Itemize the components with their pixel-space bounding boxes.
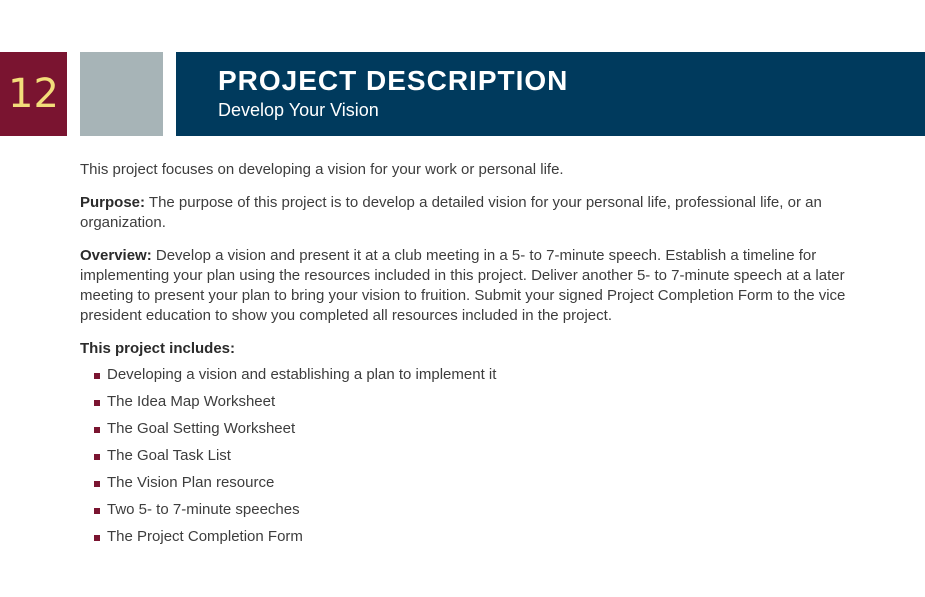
- list-item: Developing a vision and establishing a p…: [94, 365, 860, 392]
- includes-heading: This project includes:: [80, 340, 236, 357]
- bullet-square-icon: [94, 481, 100, 487]
- list-item-text: The Vision Plan resource: [107, 474, 275, 491]
- bullet-square-icon: [94, 427, 100, 433]
- intro-paragraph: This project focuses on developing a vis…: [80, 161, 564, 178]
- page-title: PROJECT DESCRIPTION: [218, 65, 569, 96]
- list-item: The Idea Map Worksheet: [94, 392, 860, 419]
- overview-label: Overview:: [80, 247, 152, 264]
- purpose-label: Purpose:: [80, 194, 146, 211]
- list-item-text: Developing a vision and establishing a p…: [107, 366, 497, 383]
- list-item: The Goal Task List: [94, 446, 860, 473]
- bullet-square-icon: [94, 535, 100, 541]
- bullet-square-icon: [94, 454, 100, 460]
- list-item: Two 5- to 7-minute speeches: [94, 500, 860, 527]
- overview-text: Develop a vision and present it at a clu…: [80, 247, 846, 324]
- bullet-square-icon: [94, 508, 100, 514]
- bullet-square-icon: [94, 373, 100, 379]
- decorative-gray-block: [80, 52, 163, 136]
- list-item: The Vision Plan resource: [94, 473, 860, 500]
- list-item: The Goal Setting Worksheet: [94, 419, 860, 446]
- title-banner: PROJECT DESCRIPTION Develop Your Vision: [176, 52, 925, 136]
- list-item: The Project Completion Form: [94, 527, 860, 554]
- includes-list: Developing a vision and establishing a p…: [80, 365, 860, 554]
- bullet-square-icon: [94, 400, 100, 406]
- list-item-text: The Goal Task List: [107, 447, 231, 464]
- purpose-text: The purpose of this project is to develo…: [80, 194, 822, 231]
- list-item-text: The Idea Map Worksheet: [107, 393, 276, 410]
- page-subtitle: Develop Your Vision: [218, 100, 379, 120]
- project-number-block: 12: [0, 52, 67, 136]
- overview-paragraph: Overview: Develop a vision and present i…: [80, 246, 860, 326]
- purpose-paragraph: Purpose: The purpose of this project is …: [80, 193, 860, 233]
- list-item-text: The Goal Setting Worksheet: [107, 420, 296, 437]
- list-item-text: The Project Completion Form: [107, 528, 303, 545]
- description-content: This project focuses on developing a vis…: [80, 160, 860, 554]
- list-item-text: Two 5- to 7-minute speeches: [107, 501, 300, 518]
- project-number: 12: [8, 71, 59, 117]
